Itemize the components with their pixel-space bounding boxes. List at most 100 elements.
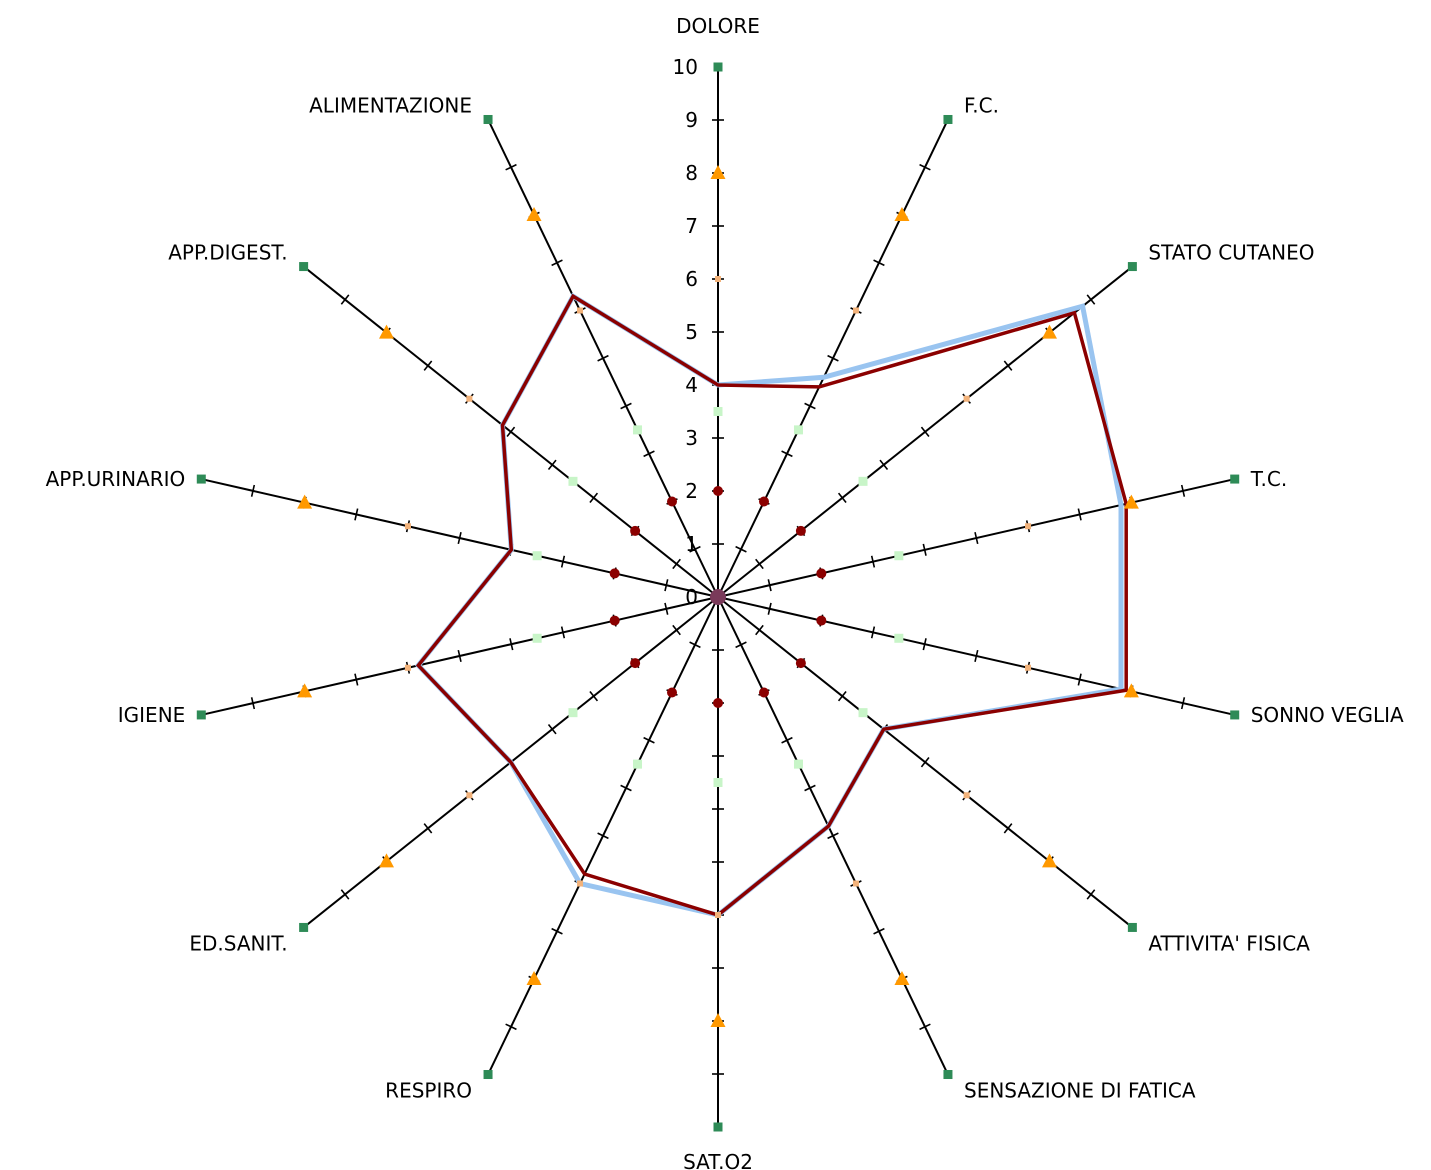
marker-level-8 xyxy=(710,165,726,179)
marker-level-2 xyxy=(667,687,678,698)
axis-tick xyxy=(250,697,256,710)
marker-level-2 xyxy=(758,687,769,698)
axis-tick xyxy=(620,402,632,410)
axis-tick xyxy=(340,294,350,305)
marker-level-2 xyxy=(630,658,641,669)
marker-level-3.5 xyxy=(633,425,643,435)
axis-tick xyxy=(974,532,979,545)
axis-tick xyxy=(551,259,563,267)
marker-level-8 xyxy=(297,494,313,509)
axis-tick xyxy=(1003,823,1013,834)
axis-tick xyxy=(974,649,979,662)
axis-tick xyxy=(781,736,793,744)
axis-tick xyxy=(804,784,816,792)
marker-level-6 xyxy=(577,307,584,314)
axis-label-t-c: T.C. xyxy=(1250,467,1288,491)
marker-level-2 xyxy=(795,525,806,536)
marker-level-10 xyxy=(943,114,953,124)
axis-tick xyxy=(873,259,885,267)
series-layer xyxy=(414,292,1128,918)
axis-tick xyxy=(755,624,764,636)
marker-level-3.5 xyxy=(793,759,803,769)
marker-level-3.5 xyxy=(713,407,723,416)
tick-label: 3 xyxy=(685,426,698,450)
marker-level-2 xyxy=(713,698,723,708)
marker-level-10 xyxy=(713,1122,723,1132)
axis-tick xyxy=(672,624,681,636)
axis-tick xyxy=(547,459,557,471)
axis-tick xyxy=(767,602,772,615)
axis-tick xyxy=(354,673,359,686)
marker-level-8 xyxy=(1041,324,1057,339)
marker-level-8 xyxy=(526,971,542,986)
axis-tick xyxy=(920,426,930,437)
axis-tick xyxy=(423,823,433,834)
marker-level-8 xyxy=(526,206,542,221)
marker-level-10 xyxy=(196,710,206,720)
axis-tick xyxy=(505,163,517,171)
axis-tick xyxy=(804,402,816,410)
axis-tick xyxy=(505,1023,517,1031)
tick-label: 2 xyxy=(685,479,698,503)
marker-level-2 xyxy=(609,568,620,579)
axis-tick xyxy=(689,641,701,649)
tick-label: 6 xyxy=(685,267,698,291)
marker-level-6 xyxy=(1025,523,1032,530)
axis-label-f-c: F.C. xyxy=(964,94,999,118)
marker-level-10 xyxy=(713,62,723,72)
axis-tick xyxy=(1077,673,1082,686)
axis-tick xyxy=(870,626,876,639)
marker-level-10 xyxy=(483,1070,493,1080)
axis-tick xyxy=(672,558,681,570)
marker-level-2 xyxy=(795,658,806,669)
axis-tick xyxy=(827,832,839,840)
marker-level-6 xyxy=(404,523,411,530)
marker-level-10 xyxy=(483,114,493,124)
axis-tick xyxy=(827,354,839,362)
marker-level-10 xyxy=(299,262,309,272)
marker-level-6 xyxy=(466,792,473,799)
axis-label-igiene: IGIENE xyxy=(118,703,186,727)
axis-label-app-digest: APP.DIGEST. xyxy=(168,241,287,265)
marker-level-2 xyxy=(816,568,827,579)
marker-level-8 xyxy=(379,853,395,868)
marker-level-10 xyxy=(196,474,206,484)
axis-tick xyxy=(457,649,462,662)
tick-label: 8 xyxy=(685,161,698,185)
tick-label: 5 xyxy=(685,320,698,344)
marker-level-3.5 xyxy=(568,708,578,718)
axis-tick xyxy=(354,508,359,521)
axis-tick xyxy=(589,492,599,504)
marker-level-10 xyxy=(943,1070,953,1080)
axis-label-ed-sanit: ED.SANIT. xyxy=(189,931,287,955)
marker-level-10 xyxy=(1127,262,1137,272)
marker-level-2 xyxy=(630,525,641,536)
labels-layer: 0 1 2 3 4 5 6 7 8 9 10 DOLORE F.C. STATO CUTANEO T.C. S… xyxy=(46,14,1404,1170)
axis-label-stato-cutaneo: STATO CUTANEO xyxy=(1148,241,1314,265)
axis-tick xyxy=(547,723,557,735)
marker-level-8 xyxy=(1041,853,1057,868)
marker-level-8 xyxy=(1123,683,1139,698)
marker-level-3.5 xyxy=(894,551,904,561)
axis-tick xyxy=(551,927,563,935)
marker-level-8 xyxy=(894,206,910,221)
axis-tick xyxy=(922,638,927,651)
axis-tick xyxy=(597,354,609,362)
marker-level-6 xyxy=(404,664,411,671)
tick-label: 7 xyxy=(685,214,698,238)
marker-level-6 xyxy=(963,395,970,402)
marker-level-10 xyxy=(1230,474,1240,484)
axis-tick xyxy=(837,690,847,702)
axis-tick xyxy=(423,360,433,371)
axis-tick xyxy=(643,736,655,744)
marker-level-2 xyxy=(758,496,769,507)
marker-level-2 xyxy=(816,615,827,626)
tick-label: 1 xyxy=(685,532,698,556)
axis-tick xyxy=(560,626,566,639)
axis-tick xyxy=(735,545,747,553)
marker-level-10 xyxy=(1127,922,1137,932)
marker-level-3.5 xyxy=(894,633,904,643)
tick-label: 10 xyxy=(673,55,698,79)
axis-tick xyxy=(781,450,793,458)
marker-level-10 xyxy=(299,922,309,932)
